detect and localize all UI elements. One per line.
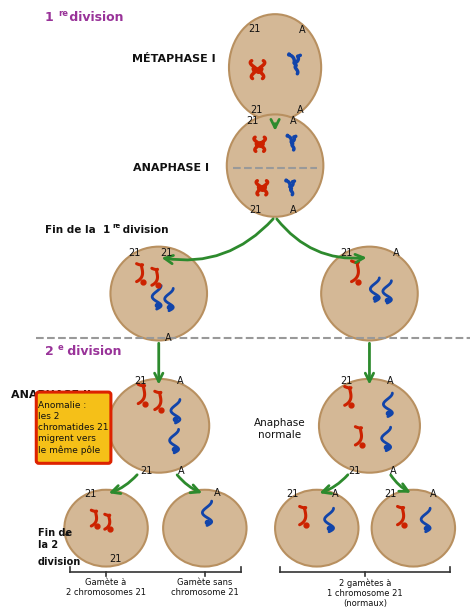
Text: MÉTAPHASE I: MÉTAPHASE I (132, 54, 216, 64)
Text: 21: 21 (109, 554, 122, 564)
Text: ANAPHASE II: ANAPHASE II (11, 390, 91, 400)
Text: A: A (178, 465, 185, 476)
Ellipse shape (64, 490, 148, 567)
Text: A: A (214, 488, 220, 498)
Ellipse shape (108, 379, 209, 473)
Text: 21: 21 (248, 24, 260, 34)
Ellipse shape (110, 247, 207, 341)
Text: e: e (58, 343, 64, 352)
Text: division: division (38, 557, 81, 567)
Text: Anomalie :
les 2
chromatides 21
migrent vers
le même pôle: Anomalie : les 2 chromatides 21 migrent … (38, 401, 109, 455)
Text: 21: 21 (246, 116, 258, 126)
Text: division: division (119, 225, 169, 235)
Text: A: A (165, 333, 172, 343)
Ellipse shape (321, 247, 418, 341)
Text: 1: 1 (45, 11, 54, 24)
Ellipse shape (275, 490, 358, 567)
Text: A: A (430, 489, 437, 499)
Text: 21: 21 (249, 206, 262, 216)
Ellipse shape (319, 379, 420, 473)
Text: A: A (299, 25, 306, 35)
Text: 21: 21 (140, 465, 153, 476)
Text: A: A (387, 376, 394, 386)
Text: 21: 21 (340, 376, 353, 386)
Text: Fin de la: Fin de la (45, 225, 99, 235)
Text: Gamète sans
chromosome 21: Gamète sans chromosome 21 (171, 578, 239, 597)
Text: A: A (393, 248, 400, 258)
Text: 2: 2 (45, 344, 54, 358)
Text: A: A (176, 376, 183, 386)
Text: 2 gamètes à
1 chromosome 21
(normaux): 2 gamètes à 1 chromosome 21 (normaux) (327, 578, 403, 608)
Text: 21: 21 (250, 105, 263, 115)
Text: A: A (290, 116, 297, 126)
Text: 21: 21 (348, 465, 360, 476)
Ellipse shape (229, 14, 321, 121)
Text: Anaphase
normale: Anaphase normale (254, 418, 306, 440)
Ellipse shape (372, 490, 455, 567)
Text: 21: 21 (161, 248, 173, 258)
Text: 21: 21 (128, 248, 141, 258)
Text: Gamète à
2 chromosomes 21: Gamète à 2 chromosomes 21 (66, 578, 146, 597)
Ellipse shape (227, 114, 323, 217)
Text: 21: 21 (134, 376, 146, 386)
Text: A: A (390, 465, 397, 476)
FancyBboxPatch shape (36, 392, 111, 464)
Text: 21: 21 (84, 489, 97, 499)
Text: 21: 21 (384, 489, 397, 499)
Text: A: A (290, 206, 297, 216)
Text: 1: 1 (103, 225, 110, 235)
Text: division: division (65, 11, 124, 24)
Text: ANAPHASE I: ANAPHASE I (133, 163, 209, 173)
Text: re: re (113, 223, 121, 229)
Text: 21: 21 (340, 248, 353, 258)
Ellipse shape (163, 490, 246, 567)
Text: 21: 21 (286, 489, 299, 499)
Text: A: A (297, 105, 304, 115)
Text: A: A (332, 489, 338, 499)
Text: division: division (64, 344, 122, 358)
Text: e: e (65, 532, 70, 537)
Text: Fin de
la 2: Fin de la 2 (38, 528, 72, 550)
Text: re: re (58, 9, 68, 18)
